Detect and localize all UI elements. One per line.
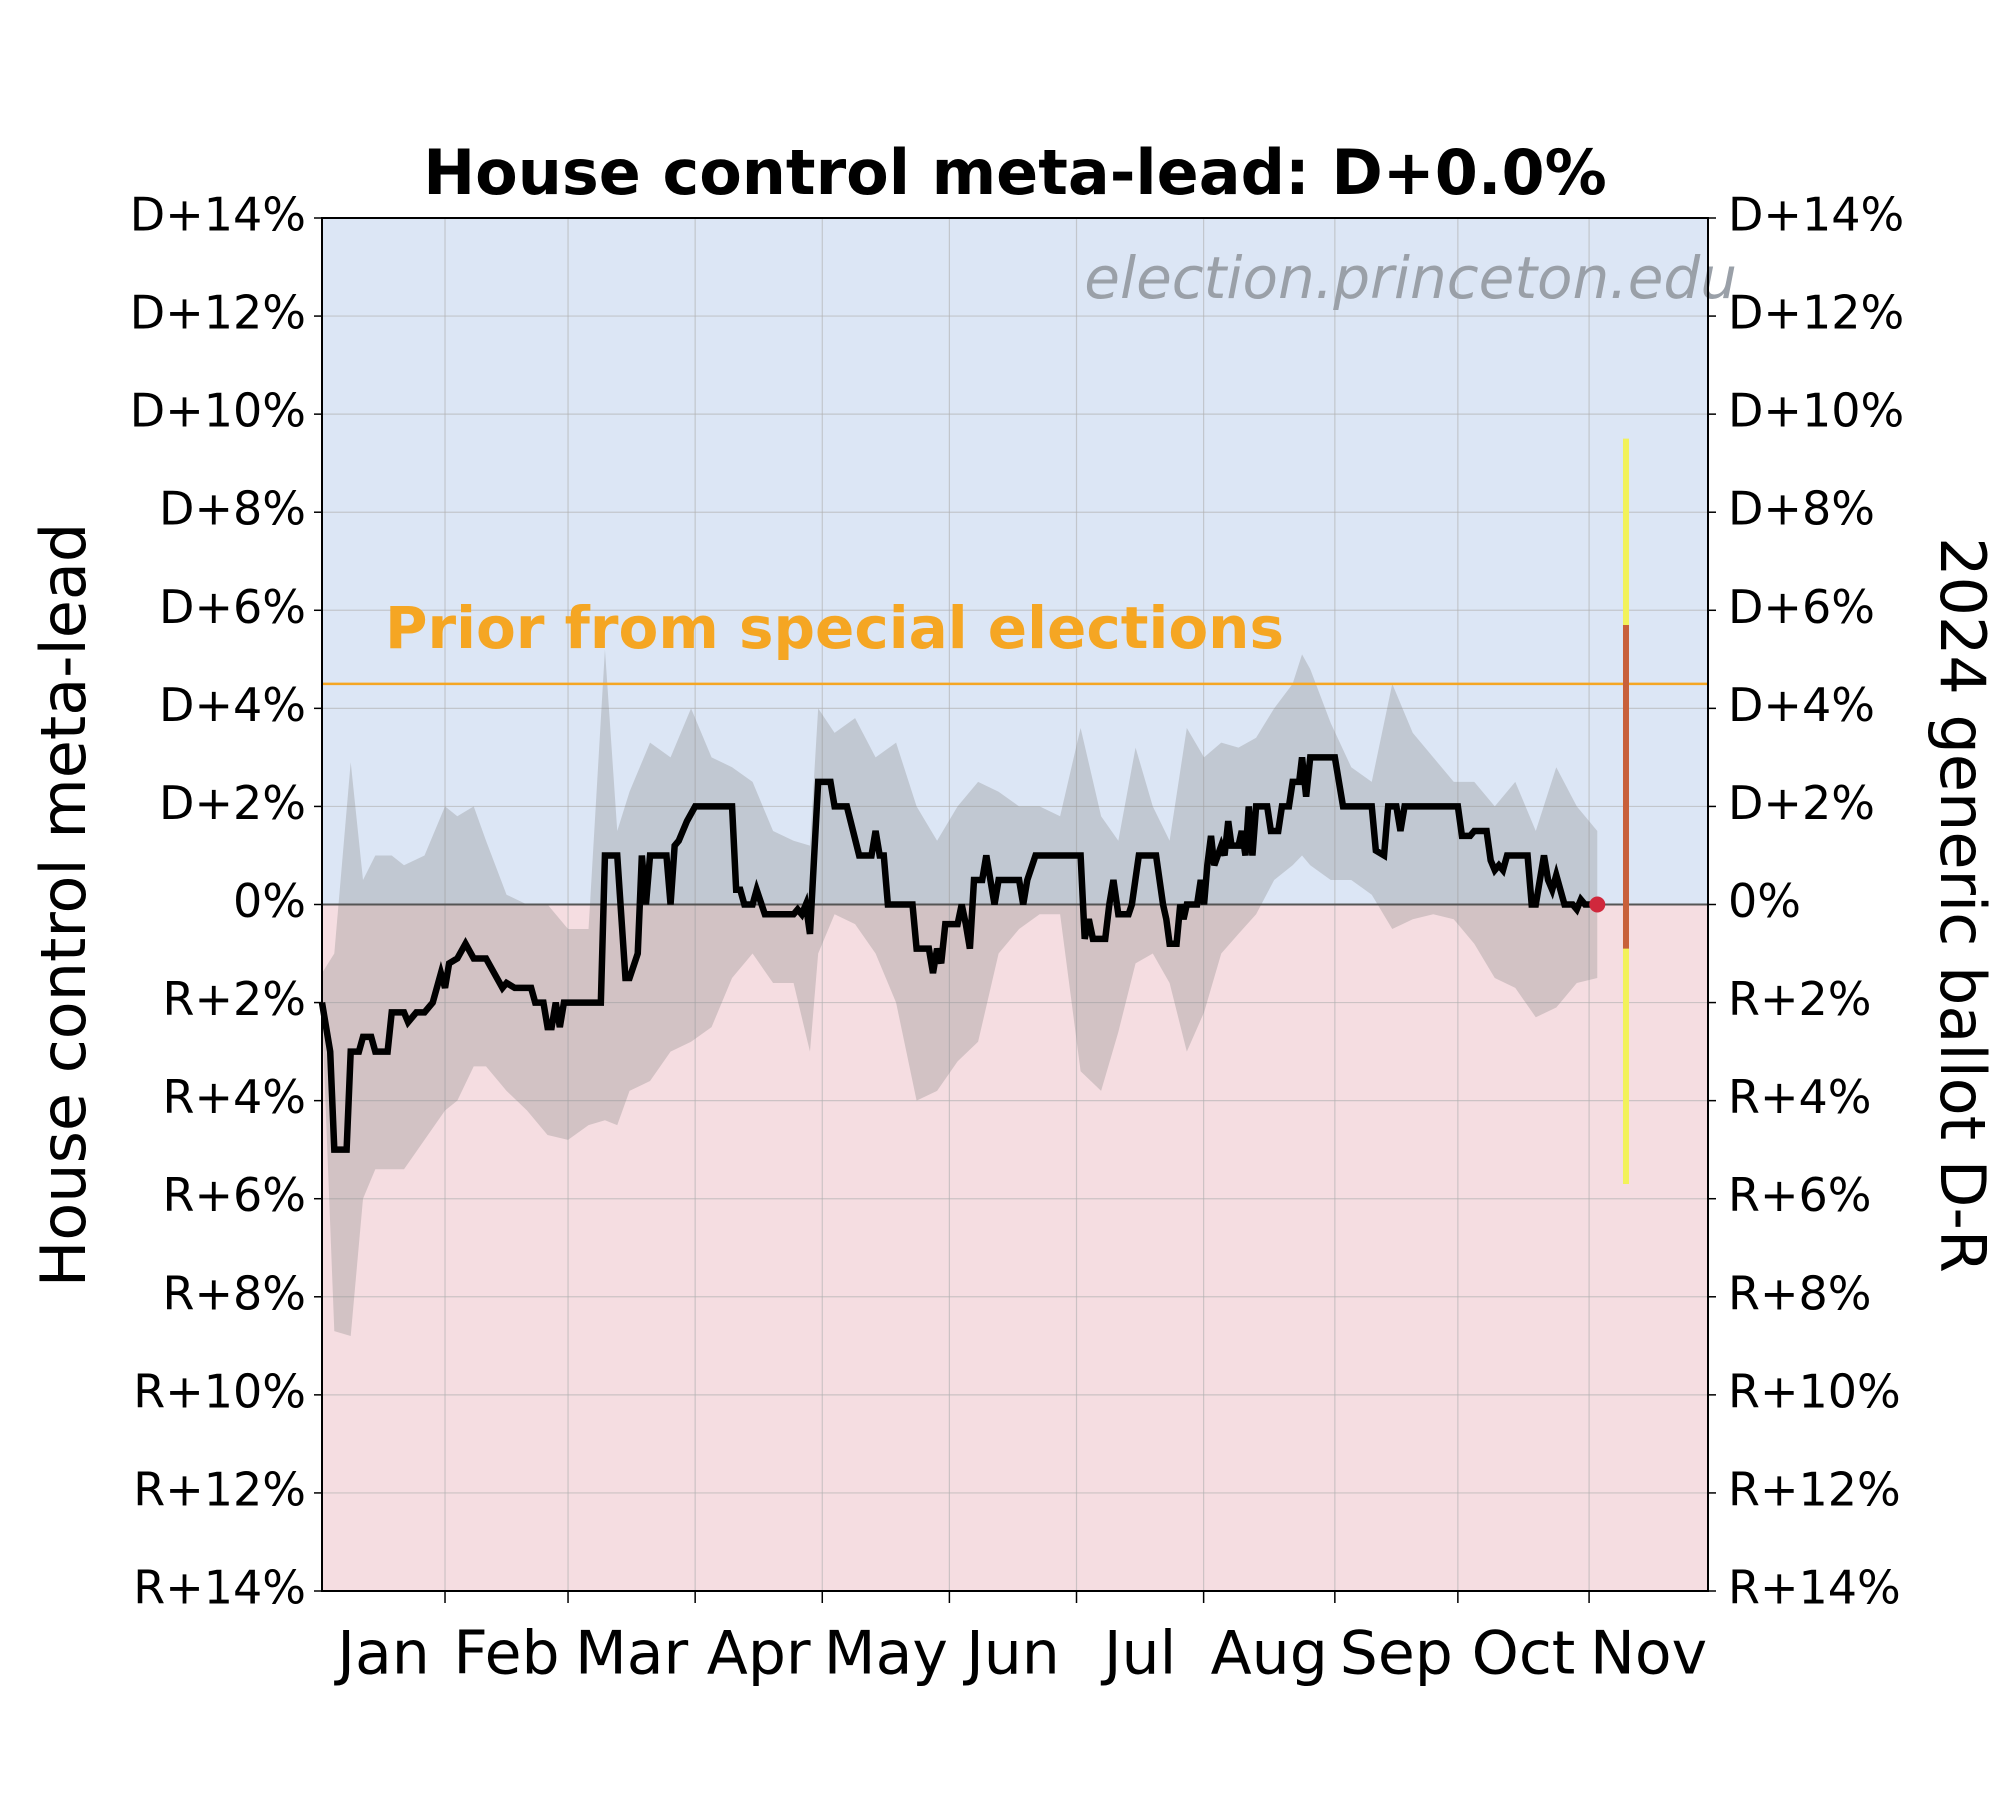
y2-tick-label: R+10% <box>1728 1364 1901 1418</box>
y2-tick-label: D+6% <box>1728 580 1875 634</box>
y-tick-label: R+14% <box>133 1561 306 1615</box>
x-tick-label: Jan <box>333 1619 430 1689</box>
y2-tick-label: D+14% <box>1728 188 1904 242</box>
y2-tick-label: D+8% <box>1728 482 1875 536</box>
y-tick-label: R+12% <box>133 1462 306 1516</box>
chart-title: House control meta-lead: D+0.0% <box>423 136 1606 209</box>
x-tick-label: Jun <box>962 1619 1060 1689</box>
y2-tick-label: D+2% <box>1728 776 1875 830</box>
y-tick-label: R+2% <box>163 972 306 1026</box>
y-tick-label: R+4% <box>163 1070 306 1124</box>
y-tick-label: 0% <box>233 874 306 928</box>
meta-lead-line <box>318 754 1598 1153</box>
y2-tick-label: R+8% <box>1728 1266 1871 1320</box>
y-axis-label: House control meta-lead <box>27 523 100 1288</box>
plot-frame <box>321 217 1709 1592</box>
y-tick-label: R+10% <box>133 1364 306 1418</box>
y-tick-label: D+12% <box>130 286 306 340</box>
y2-tick-label: D+10% <box>1728 384 1904 438</box>
x-tick-label: Apr <box>707 1619 811 1689</box>
x-tick-label: Mar <box>575 1619 689 1689</box>
y2-tick-label: R+12% <box>1728 1462 1901 1516</box>
current-point <box>1589 896 1606 913</box>
y-tick-label: D+6% <box>159 580 306 634</box>
x-tick-label: Nov <box>1590 1619 1707 1689</box>
y2-tick-label: R+6% <box>1728 1168 1871 1222</box>
y2-tick-label: 0% <box>1728 874 1801 928</box>
positive-region <box>322 218 1708 905</box>
y-tick-label: D+2% <box>159 776 306 830</box>
y2-axis-label: 2024 generic ballot D-R <box>1926 537 1999 1273</box>
y2-tick-label: R+4% <box>1728 1070 1871 1124</box>
y-tick-label: D+8% <box>159 482 306 536</box>
y2-tick-label: R+2% <box>1728 972 1871 1026</box>
y2-tick-label: D+4% <box>1728 678 1875 732</box>
y-tick-label: R+8% <box>163 1266 306 1320</box>
x-tick-label: Aug <box>1211 1619 1328 1689</box>
y-tick-label: R+6% <box>163 1168 306 1222</box>
y-tick-label: D+10% <box>130 384 306 438</box>
x-tick-label: Sep <box>1340 1619 1453 1689</box>
watermark: election.princeton.edu <box>1084 244 1737 312</box>
x-tick-label: Feb <box>453 1619 559 1689</box>
y2-tick-label: R+14% <box>1728 1561 1901 1615</box>
x-tick-label: Jul <box>1100 1619 1176 1689</box>
x-tick-label: May <box>824 1619 948 1689</box>
y-tick-label: D+4% <box>159 678 306 732</box>
x-tick-label: Oct <box>1472 1619 1576 1689</box>
prior-label: Prior from special elections <box>385 594 1284 662</box>
y2-tick-label: D+12% <box>1728 286 1904 340</box>
y-tick-label: D+14% <box>130 188 306 242</box>
